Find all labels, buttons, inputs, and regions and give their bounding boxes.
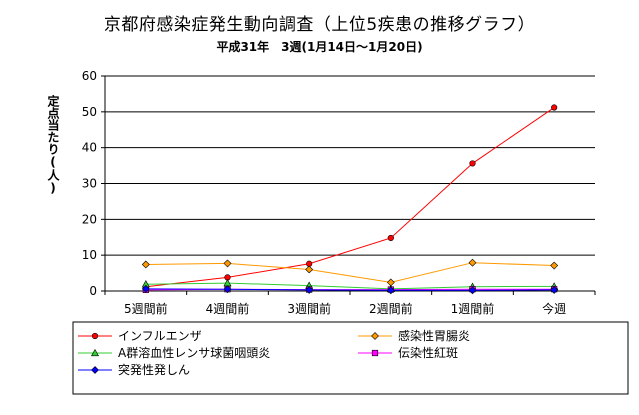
- series-line: [145, 288, 555, 291]
- y-tick-label: 30: [82, 177, 97, 191]
- data-point: [371, 349, 379, 357]
- data-point: [141, 284, 150, 293]
- x-tick-label: 2週間前: [369, 301, 413, 316]
- data-point: [468, 286, 477, 295]
- series-line: [145, 282, 555, 290]
- x-tick-label: 5週間前: [124, 301, 168, 316]
- legend-label: 感染性胃腸炎: [398, 328, 470, 343]
- x-tick-label: 4週間前: [206, 301, 250, 316]
- y-tick-label: 40: [82, 141, 97, 155]
- data-point: [550, 261, 559, 270]
- chart-subtitle: 平成31年 3週(1月14日～1月20日): [216, 40, 423, 54]
- data-point: [91, 366, 99, 374]
- x-tick-label: 今週: [542, 301, 566, 316]
- series-line: [145, 107, 555, 288]
- data-point: [387, 234, 394, 242]
- legend: [72, 321, 629, 395]
- data-point: [141, 260, 150, 269]
- y-tick-label: 50: [82, 105, 97, 119]
- legend-label: 突発性発しん: [118, 362, 190, 377]
- data-point: [551, 104, 558, 111]
- y-tick-label: 60: [82, 69, 97, 83]
- data-point: [371, 332, 379, 340]
- data-point: [386, 286, 395, 295]
- x-tick-label: 3週間前: [287, 301, 331, 316]
- data-point: [550, 286, 559, 294]
- legend-label: インフルエンザ: [118, 329, 202, 343]
- data-point: [91, 332, 99, 340]
- data-point: [305, 265, 314, 274]
- legend-label: A群溶血性レンサ球菌咽頭炎: [118, 345, 270, 360]
- data-point: [223, 259, 232, 268]
- chart-title: 京都府感染症発生動向調査（上位5疾患の推移グラフ）: [103, 15, 536, 35]
- x-tick-label: 1週間前: [451, 301, 495, 316]
- series-line: [145, 262, 555, 283]
- y-axis-label: 定点当たり(人): [46, 95, 60, 195]
- y-tick-label: 0: [89, 284, 97, 298]
- data-point: [468, 258, 477, 267]
- y-tick-label: 20: [82, 212, 97, 226]
- legend-label: 伝染性紅斑: [398, 345, 458, 360]
- y-tick-label: 10: [82, 248, 97, 262]
- data-point: [469, 160, 476, 167]
- data-point: [90, 348, 100, 357]
- data-point: [305, 286, 314, 294]
- data-point: [223, 285, 232, 294]
